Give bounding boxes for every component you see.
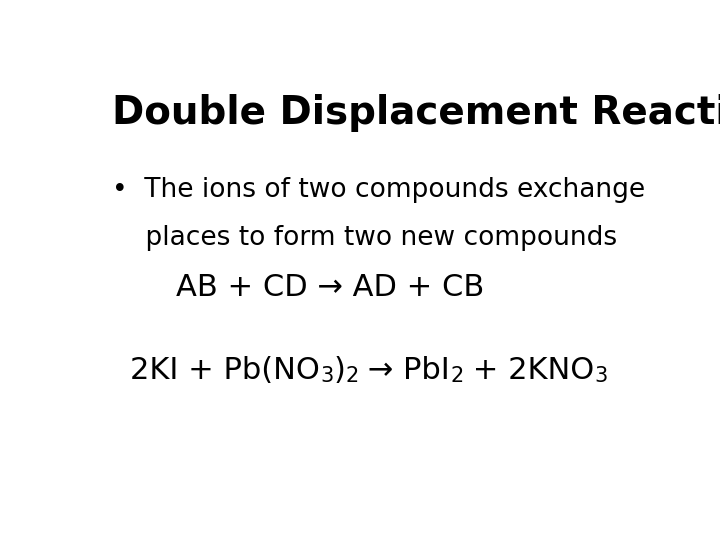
Text: Double Displacement Reactions: Double Displacement Reactions	[112, 94, 720, 132]
Text: •  The ions of two compounds exchange: • The ions of two compounds exchange	[112, 177, 645, 203]
Text: 3: 3	[320, 366, 333, 386]
Text: 3: 3	[595, 366, 608, 386]
Text: 2KI + Pb(NO: 2KI + Pb(NO	[130, 356, 320, 385]
Text: → PbI: → PbI	[359, 356, 450, 385]
Text: 2: 2	[345, 366, 359, 386]
Text: AB + CD → AD + CB: AB + CD → AD + CB	[176, 273, 484, 302]
Text: 2: 2	[450, 366, 464, 386]
Text: places to form two new compounds: places to form two new compounds	[112, 225, 618, 251]
Text: + 2KNO: + 2KNO	[464, 356, 595, 385]
Text: ): )	[333, 356, 345, 385]
